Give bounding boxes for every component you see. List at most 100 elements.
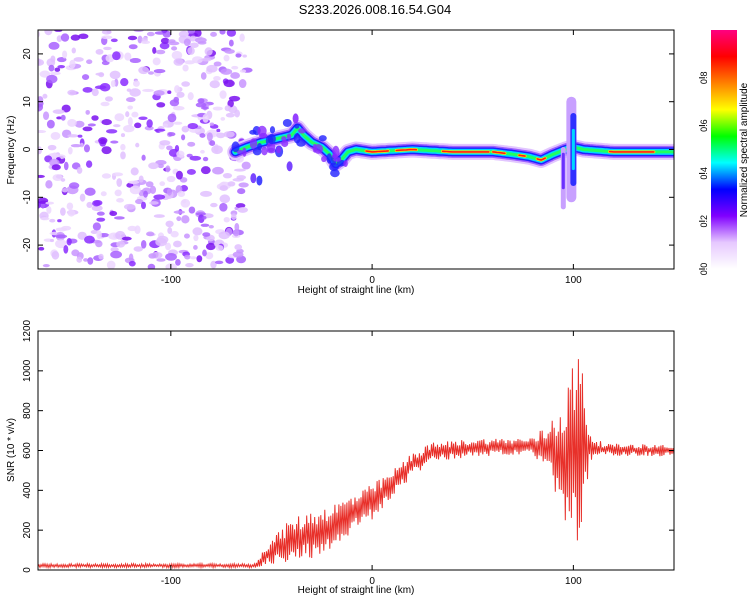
noise-speckle — [116, 198, 124, 203]
noise-speckle — [165, 253, 177, 261]
colorbar-tick-label: 0.0 — [699, 263, 709, 276]
noise-speckle — [112, 51, 121, 60]
noise-speckle — [216, 129, 220, 132]
noise-speckle — [38, 247, 44, 251]
noise-speckle — [141, 155, 145, 161]
noise-speckle — [111, 80, 116, 87]
noise-speckle — [184, 234, 190, 239]
noise-speckle — [98, 254, 103, 260]
noise-speckle — [114, 113, 124, 121]
noise-speckle — [156, 258, 165, 261]
noise-speckle — [161, 38, 169, 44]
noise-speckle — [242, 162, 251, 170]
noise-speckle — [60, 207, 66, 215]
noise-speckle — [141, 240, 146, 249]
noise-speckle — [129, 44, 138, 49]
noise-speckle — [130, 58, 141, 63]
noise-speckle — [42, 94, 47, 99]
noise-speckle — [49, 65, 55, 72]
noise-speckle — [35, 130, 47, 133]
signal-blob — [319, 135, 327, 141]
noise-speckle — [181, 81, 190, 87]
noise-speckle — [239, 79, 247, 88]
noise-speckle — [168, 39, 175, 43]
noise-speckle — [187, 47, 195, 55]
colorbar-label: Normalized spectral amplitude — [739, 82, 750, 217]
noise-speckle — [220, 117, 225, 121]
signal-peak-core — [366, 151, 388, 152]
noise-speckle — [73, 57, 83, 62]
noise-speckle — [154, 214, 165, 218]
noise-speckle — [185, 263, 194, 267]
noise-speckle — [173, 241, 182, 248]
noise-speckle — [230, 72, 240, 79]
noise-speckle — [233, 229, 239, 237]
noise-speckle — [134, 246, 143, 251]
noise-speckle — [237, 207, 248, 213]
noise-speckle — [168, 132, 176, 136]
noise-speckle — [238, 182, 248, 187]
signal-peak-core — [443, 151, 489, 152]
signal-blob — [281, 140, 288, 147]
noise-speckle — [61, 33, 69, 41]
figure-title: S233.2026.008.16.54.G04 — [299, 2, 452, 17]
noise-speckle — [46, 206, 51, 214]
noise-speckle — [148, 162, 159, 169]
noise-speckle — [124, 204, 136, 210]
noise-speckle — [112, 172, 123, 176]
noise-speckle — [205, 47, 213, 55]
noise-speckle — [152, 47, 156, 54]
spectrogram-y-label: Frequency (Hz) — [6, 116, 17, 185]
noise-speckle — [200, 150, 205, 154]
noise-speckle — [216, 132, 225, 138]
noise-speckle — [165, 165, 170, 172]
noise-speckle — [95, 73, 104, 76]
noise-speckle — [146, 232, 154, 237]
noise-speckle — [106, 129, 117, 133]
colorbar-tick-label: 0.4 — [699, 167, 709, 180]
noise-speckle — [202, 216, 206, 220]
noise-speckle — [149, 201, 159, 205]
noise-speckle — [159, 181, 165, 186]
noise-speckle — [67, 119, 77, 127]
snr-y-label: SNR (10 * v/v) — [6, 418, 17, 482]
noise-speckle — [48, 145, 57, 151]
noise-speckle — [46, 75, 57, 84]
noise-speckle — [219, 194, 230, 203]
noise-speckle — [171, 46, 177, 50]
noise-speckle — [176, 216, 181, 221]
noise-speckle — [201, 224, 210, 227]
snr-y-tick-label: 0 — [22, 567, 33, 573]
signal-blob — [283, 119, 292, 127]
noise-speckle — [189, 156, 201, 161]
noise-speckle — [131, 112, 138, 118]
snr-y-tick-label: 800 — [22, 402, 33, 419]
noise-speckle — [156, 102, 165, 107]
noise-speckle — [126, 97, 136, 102]
noise-speckle — [50, 239, 54, 242]
noise-speckle — [187, 142, 195, 147]
noise-speckle — [76, 257, 82, 263]
snr-x-tick-label: -100 — [161, 576, 181, 587]
noise-speckle — [92, 200, 100, 206]
noise-speckle — [88, 123, 96, 126]
noise-speckle — [115, 189, 122, 196]
noise-speckle — [176, 151, 184, 158]
noise-speckle — [224, 49, 235, 54]
noise-speckle — [196, 255, 202, 262]
noise-speckle — [45, 202, 54, 205]
noise-speckle — [109, 211, 117, 216]
noise-speckle — [71, 249, 79, 256]
noise-speckle — [84, 236, 95, 244]
noise-speckle — [202, 114, 208, 123]
signal-blob — [268, 134, 276, 144]
signal-blob — [270, 126, 275, 133]
snr-x-tick-label: 100 — [565, 576, 582, 587]
noise-speckle — [120, 78, 128, 86]
noise-speckle — [67, 209, 75, 216]
noise-speckle — [107, 261, 116, 270]
noise-speckle — [61, 178, 66, 182]
noise-speckle — [72, 48, 76, 54]
